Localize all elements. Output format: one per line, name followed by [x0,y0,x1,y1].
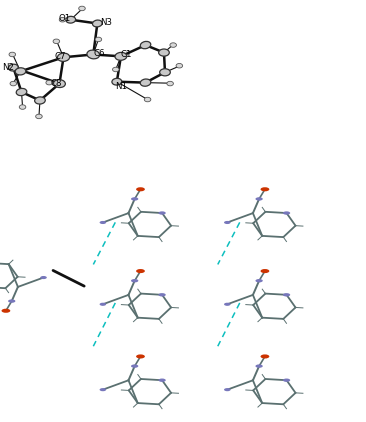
Ellipse shape [40,276,47,279]
Ellipse shape [224,221,231,224]
Ellipse shape [176,63,183,68]
Ellipse shape [158,49,169,56]
Ellipse shape [93,20,102,27]
Ellipse shape [140,41,151,49]
Text: C7: C7 [54,52,66,61]
Ellipse shape [100,221,106,224]
Ellipse shape [136,269,145,273]
Ellipse shape [35,97,45,104]
Ellipse shape [100,303,106,306]
Ellipse shape [66,16,76,23]
Ellipse shape [261,354,269,359]
Ellipse shape [8,299,15,303]
Ellipse shape [283,293,290,297]
Ellipse shape [255,279,263,282]
Ellipse shape [16,88,27,96]
Ellipse shape [255,365,263,368]
Text: N3: N3 [100,18,112,27]
Ellipse shape [131,279,138,282]
Ellipse shape [131,197,138,200]
Ellipse shape [1,309,10,313]
Ellipse shape [46,80,52,85]
Ellipse shape [140,79,151,86]
Ellipse shape [261,269,269,273]
Text: C6: C6 [93,49,105,58]
Ellipse shape [170,43,176,47]
Ellipse shape [167,81,173,86]
Ellipse shape [283,379,290,382]
Ellipse shape [112,67,119,72]
Ellipse shape [144,97,151,102]
Ellipse shape [59,17,66,22]
Ellipse shape [8,64,18,71]
Ellipse shape [36,114,42,119]
Ellipse shape [19,105,26,109]
Ellipse shape [112,78,122,85]
Ellipse shape [283,211,290,215]
Ellipse shape [53,80,66,87]
Text: N1: N1 [115,82,127,91]
Ellipse shape [158,293,166,297]
Text: N2: N2 [2,63,14,72]
Ellipse shape [131,365,138,368]
Ellipse shape [255,197,263,200]
Ellipse shape [115,52,127,60]
Text: C1: C1 [121,50,132,59]
Ellipse shape [15,68,26,75]
Ellipse shape [224,303,231,306]
Ellipse shape [95,37,102,42]
Ellipse shape [158,379,166,382]
Ellipse shape [224,388,231,391]
Text: C8: C8 [50,79,62,88]
Ellipse shape [158,211,166,215]
Ellipse shape [160,69,170,76]
Ellipse shape [53,39,60,43]
Ellipse shape [10,81,16,86]
Ellipse shape [79,6,85,11]
Ellipse shape [136,187,145,191]
Ellipse shape [100,388,106,391]
Ellipse shape [9,52,16,57]
Ellipse shape [261,187,269,191]
Ellipse shape [136,354,145,359]
Ellipse shape [87,50,100,59]
Text: O1: O1 [59,14,71,23]
Ellipse shape [57,53,70,62]
